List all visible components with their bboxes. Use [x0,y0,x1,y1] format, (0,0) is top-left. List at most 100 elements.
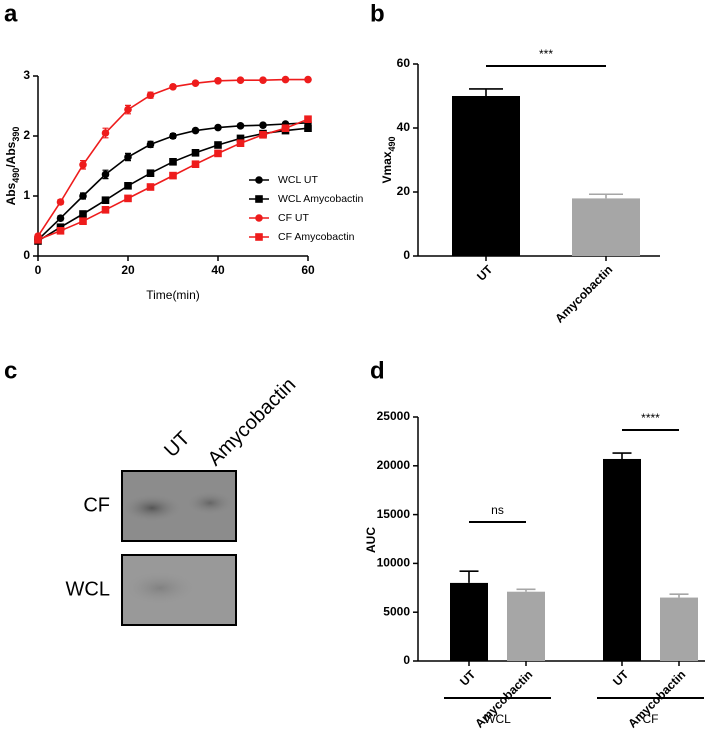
x-tick-label: 20 [121,263,135,277]
significance-label: ns [491,503,504,517]
marker [236,139,245,147]
marker [146,140,155,149]
error-bar [469,88,503,96]
y-axis-label-part: 390 [11,127,21,142]
error-bar [516,588,536,592]
y-tick-label: 20000 [377,458,411,472]
significance-label: **** [641,411,660,425]
marker [259,121,267,129]
marker [304,124,312,132]
marker [281,75,290,84]
marker [259,131,267,139]
legend-marker [255,176,263,184]
marker [56,198,65,206]
x-tick-label: Amycobactin [552,262,615,325]
marker [169,171,177,180]
error-bar [612,452,632,459]
marker [236,134,245,143]
error-bar [589,193,623,199]
marker [146,183,155,191]
y-axis-label: Abs490/Abs390 [4,127,21,206]
marker [124,194,132,203]
panel-label: d [370,357,385,384]
blot-band [126,572,194,604]
column-label: Amycobactin [204,374,301,471]
marker [146,169,155,177]
y-axis-label: AUC [364,527,378,553]
marker [191,126,200,135]
marker [169,132,177,140]
bar [572,198,640,256]
marker [236,122,245,130]
y-tick-label: 0 [403,248,410,262]
marker [101,170,110,179]
x-tick-label: 40 [211,263,225,277]
x-tick-label: UT [610,667,632,689]
row-label: WCL [66,578,110,600]
y-tick-label: 25000 [377,409,411,423]
x-tick-label: UT [457,667,479,689]
marker [191,149,200,157]
legend-marker [255,233,263,241]
marker [101,196,110,204]
marker [101,129,110,137]
error-bar [459,570,479,583]
marker [214,77,222,85]
marker [79,192,87,200]
bar [452,96,520,256]
marker [56,214,65,222]
marker [214,141,222,149]
marker [281,124,290,132]
error-bar [669,593,689,598]
blot-band [186,491,234,515]
marker [169,83,177,91]
y-tick-label: 3 [23,68,30,82]
y-tick-label: 10000 [377,556,411,570]
marker [259,76,267,84]
marker [169,158,177,166]
bar [660,597,698,661]
marker [34,236,42,244]
y-tick-label: 2 [23,128,30,142]
marker [124,182,132,190]
y-axis-label-part: AUC [364,527,378,553]
group-label: WCL [484,712,511,726]
marker [79,217,87,225]
marker [304,75,312,84]
y-axis-label-part: Abs [4,182,18,205]
column-label: UT [160,427,194,461]
y-tick-label: 0 [403,653,410,667]
marker [146,91,155,99]
x-axis-label: Time(min) [146,288,200,302]
y-tick-label: 5000 [383,604,410,618]
legend-label: WCL UT [278,174,318,186]
y-axis-label: Vmax490 [380,136,397,183]
y-tick-label: 0 [23,248,30,262]
marker [79,210,87,218]
bar [450,582,488,661]
row-label: CF [83,494,110,516]
series-line [37,122,309,241]
marker [191,160,200,168]
y-axis-label-part: 490 [11,168,21,183]
x-tick-label: 60 [301,263,315,277]
panel-label: a [4,0,18,27]
marker [304,115,312,123]
marker [214,149,222,158]
legend-marker [255,195,263,203]
marker [56,227,65,235]
marker [124,105,132,114]
legend-label: CF Amycobactin [278,231,355,243]
marker [236,76,245,84]
series-line [37,127,309,242]
y-tick-label: 60 [397,56,411,70]
y-axis-label-part: Vmax [380,151,394,183]
blot-band [122,494,182,522]
series-line [37,78,308,237]
y-tick-label: 15000 [377,507,411,521]
x-tick-label: UT [474,262,496,284]
legend-label: WCL Amycobactin [278,193,364,205]
marker [101,206,110,214]
bar [603,458,641,661]
